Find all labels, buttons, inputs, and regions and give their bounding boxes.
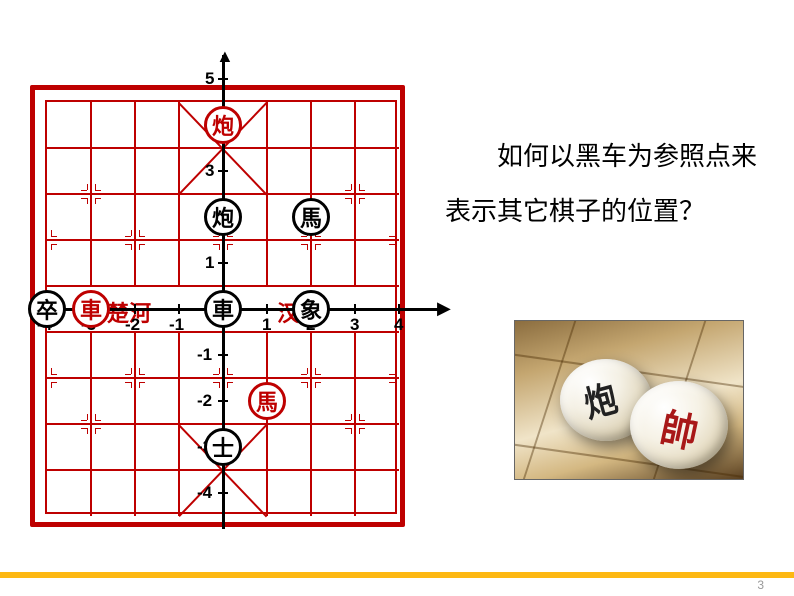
- piece-炮: 炮: [204, 198, 242, 236]
- piece-士: 士: [204, 428, 242, 466]
- piece-卒: 卒: [28, 290, 66, 328]
- stone-2: 帥: [630, 381, 728, 469]
- chess-stones-photo: 炮 帥: [514, 320, 744, 480]
- piece-炮: 炮: [204, 106, 242, 144]
- piece-馬: 馬: [248, 382, 286, 420]
- chess-board-diagram: 楚河汉界 ▶▲-4-3-2-11234-4-3-2-112345 炮炮馬卒車車象…: [30, 85, 420, 527]
- page-number: 3: [757, 578, 764, 592]
- piece-車: 車: [204, 290, 242, 328]
- question-text: 如何以黑车为参照点来表示其它棋子的位置？: [445, 130, 775, 239]
- footer-bar: [0, 572, 794, 578]
- piece-車: 車: [72, 290, 110, 328]
- piece-馬: 馬: [292, 198, 330, 236]
- piece-象: 象: [292, 290, 330, 328]
